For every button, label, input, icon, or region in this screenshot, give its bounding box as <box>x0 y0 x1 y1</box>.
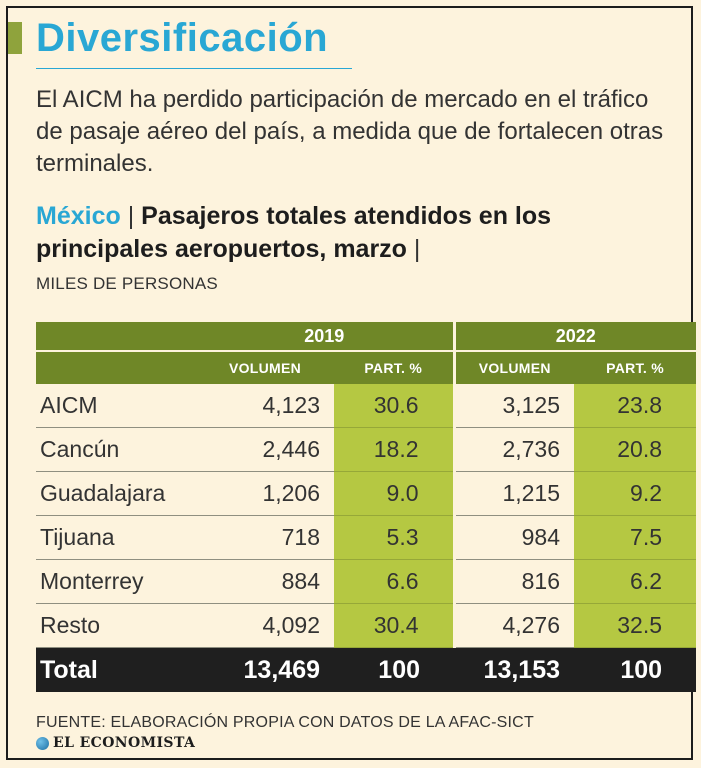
table-row: Cancún 2,446 18.2 2,736 20.8 <box>36 427 697 472</box>
volumen-2019: 718 <box>196 515 334 560</box>
total-part-2022: 100 <box>574 647 697 692</box>
volumen-2022: 1,215 <box>452 471 575 516</box>
part-2022: 23.8 <box>574 384 697 428</box>
column-header-volumen: VOLUMEN <box>196 350 334 384</box>
airport-name: Resto <box>36 603 196 648</box>
column-header-part: PART. % <box>334 350 455 384</box>
part-2019: 6.6 <box>334 559 455 604</box>
header-blank <box>36 322 196 351</box>
volumen-2019: 2,446 <box>196 427 334 472</box>
year-header-row: 2019 2022 <box>36 322 697 351</box>
volumen-2022: 984 <box>452 515 575 560</box>
column-header-volumen: VOLUMEN <box>452 350 575 384</box>
total-volumen-2019: 13,469 <box>196 647 334 692</box>
part-2022: 7.5 <box>574 515 697 560</box>
part-2019: 5.3 <box>334 515 455 560</box>
table-row: Resto 4,092 30.4 4,276 32.5 <box>36 603 697 648</box>
chart-title-text: Pasajeros totales atendidos en los princ… <box>36 202 552 263</box>
title-underline <box>36 68 352 69</box>
airport-name: Guadalajara <box>36 471 196 516</box>
column-header-part: PART. % <box>574 350 697 384</box>
volumen-2019: 1,206 <box>196 471 334 516</box>
passenger-table: 2019 2022 VOLUMEN PART. % VOLUMEN PART. … <box>36 322 697 692</box>
chart-title-separator: | <box>127 202 135 230</box>
chart-title: México | Pasajeros totales atendidos en … <box>36 200 676 266</box>
table-row: AICM 4,123 30.6 3,125 23.8 <box>36 384 697 428</box>
total-row: Total 13,469 100 13,153 100 <box>36 647 697 692</box>
table-row: Monterrey 884 6.6 816 6.2 <box>36 559 697 604</box>
volumen-2019: 4,092 <box>196 603 334 648</box>
volumen-2022: 816 <box>452 559 575 604</box>
units-label: MILES DE PERSONAS <box>36 274 218 293</box>
chart-title-separator-end: | <box>413 235 421 263</box>
volumen-2022: 3,125 <box>452 384 575 428</box>
part-2022: 9.2 <box>574 471 697 516</box>
part-2019: 30.4 <box>334 603 455 648</box>
total-part-2019: 100 <box>334 647 455 692</box>
publisher-name: EL ECONOMISTA <box>53 735 196 751</box>
volumen-2019: 4,123 <box>196 384 334 428</box>
total-volumen-2022: 13,153 <box>454 647 575 692</box>
publisher-brand: EL ECONOMISTA <box>36 735 195 751</box>
total-label: Total <box>36 647 196 692</box>
airport-name: Cancún <box>36 427 196 472</box>
year-header: 2022 <box>452 322 697 351</box>
volumen-2022: 2,736 <box>452 427 575 472</box>
header-blank <box>36 350 196 384</box>
airport-name: Monterrey <box>36 559 196 604</box>
page-title: Diversificación <box>36 16 329 60</box>
part-2019: 18.2 <box>334 427 455 472</box>
globe-logo-icon <box>36 736 49 750</box>
volumen-2019: 884 <box>196 559 334 604</box>
table-row: Tijuana 718 5.3 984 7.5 <box>36 515 697 560</box>
part-2022: 32.5 <box>574 603 697 648</box>
part-2022: 20.8 <box>574 427 697 472</box>
column-header-row: VOLUMEN PART. % VOLUMEN PART. % <box>36 350 697 384</box>
intro-text: El AICM ha perdido participación de merc… <box>36 86 664 177</box>
year-header: 2019 <box>196 322 455 351</box>
part-2019: 30.6 <box>334 384 455 428</box>
part-2022: 6.2 <box>574 559 697 604</box>
airport-name: AICM <box>36 384 196 428</box>
source-note: FUENTE: ELABORACIÓN PROPIA CON DATOS DE … <box>36 714 534 731</box>
table-row: Guadalajara 1,206 9.0 1,215 9.2 <box>36 471 697 516</box>
chart-title-country: México <box>36 202 121 230</box>
title-accent-bar <box>8 22 22 54</box>
part-2019: 9.0 <box>334 471 455 516</box>
volumen-2022: 4,276 <box>452 603 575 648</box>
airport-name: Tijuana <box>36 515 196 560</box>
